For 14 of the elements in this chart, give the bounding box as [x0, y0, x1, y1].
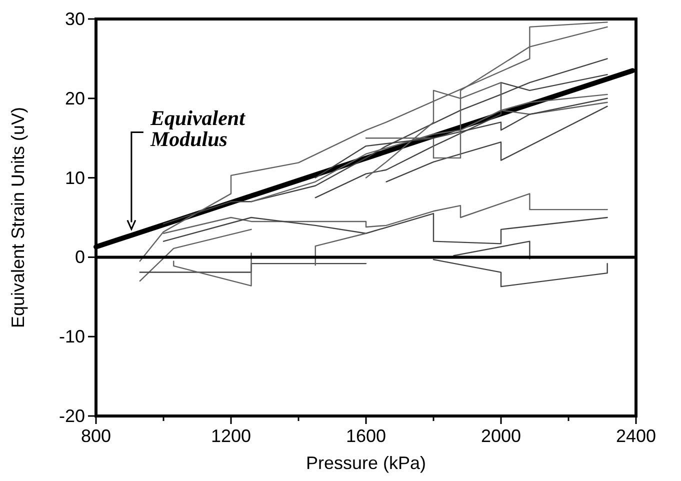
x-tick-label: 2000	[480, 426, 522, 446]
x-tick-label: 1200	[210, 426, 252, 446]
y-tick-label: 10	[64, 168, 85, 188]
y-axis-title: Equivalent Strain Units (uV)	[8, 106, 28, 328]
annotation: Equivalent Modulus	[149, 106, 246, 152]
y-tick-label: -20	[58, 406, 85, 426]
y-tick-label: 20	[64, 88, 85, 108]
y-tick-label: 0	[74, 247, 85, 268]
y-tick-label: -10	[58, 326, 85, 347]
x-tick-label: 2400	[616, 426, 656, 446]
x-tick-label: 1600	[346, 426, 386, 446]
y-tick-label: 30	[64, 9, 85, 29]
x-axis-title: Pressure (kPa)	[306, 453, 426, 473]
x-tick-label: 800	[80, 426, 112, 446]
